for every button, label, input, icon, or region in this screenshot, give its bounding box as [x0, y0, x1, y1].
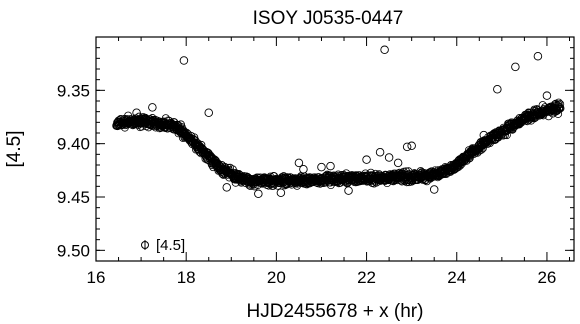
data-point-outlier	[276, 188, 286, 197]
data-point-outlier	[429, 185, 439, 194]
x-tick-label: 26	[537, 268, 556, 287]
data-point-outlier	[542, 91, 552, 100]
data-point-outlier	[402, 142, 412, 152]
data-point-outlier	[479, 130, 489, 140]
legend-label: [4.5]	[156, 237, 185, 254]
x-tick-label: 18	[177, 268, 196, 287]
data-point-outlier	[384, 153, 394, 162]
data-point-outlier	[254, 189, 263, 199]
data-point	[477, 145, 486, 154]
data-point-outlier	[375, 147, 385, 157]
axis-ticks: 16 18 20 22 24 26 9.35 9.40 9.45 9.50	[57, 37, 574, 287]
data-points	[112, 45, 565, 199]
data-point	[556, 100, 565, 109]
x-tick-label: 16	[87, 268, 106, 287]
x-axis-label: HJD2455678 + x (hr)	[247, 301, 424, 322]
data-point-outlier	[222, 183, 232, 192]
data-point-outlier	[148, 103, 157, 112]
x-tick-label: 20	[267, 268, 286, 287]
y-tick-label: 9.50	[57, 241, 90, 260]
y-tick-label: 9.45	[57, 188, 90, 207]
data-point-outlier	[204, 108, 213, 117]
data-point-outlier	[344, 186, 353, 195]
data-point	[555, 103, 564, 112]
data-point-outlier	[317, 162, 326, 172]
x-tick-label: 24	[447, 268, 466, 287]
data-point-outlier	[416, 167, 425, 176]
y-axis-label: [4.5]	[4, 131, 25, 168]
data-point-outlier	[533, 51, 543, 61]
data-point-outlier	[326, 161, 335, 171]
data-point-outlier	[179, 56, 189, 65]
y-tick-label: 9.40	[57, 135, 90, 154]
data-point	[554, 98, 563, 107]
data-point-outlier	[299, 165, 308, 174]
data-point-outlier	[362, 155, 371, 164]
data-point-outlier	[407, 141, 416, 151]
data-point	[556, 104, 565, 113]
x-tick-label: 22	[357, 268, 376, 287]
data-point-outlier	[294, 158, 304, 168]
data-point-outlier	[511, 62, 520, 72]
data-point-outlier	[493, 85, 502, 94]
plot-frame	[95, 36, 575, 262]
chart-title: ISOY J0535-0447	[253, 8, 404, 29]
data-point-outlier	[380, 45, 389, 55]
y-tick-label: 9.35	[57, 81, 90, 100]
data-point-outlier	[132, 108, 141, 117]
legend: [4.5]	[141, 237, 185, 254]
data-point-outlier	[393, 158, 403, 168]
